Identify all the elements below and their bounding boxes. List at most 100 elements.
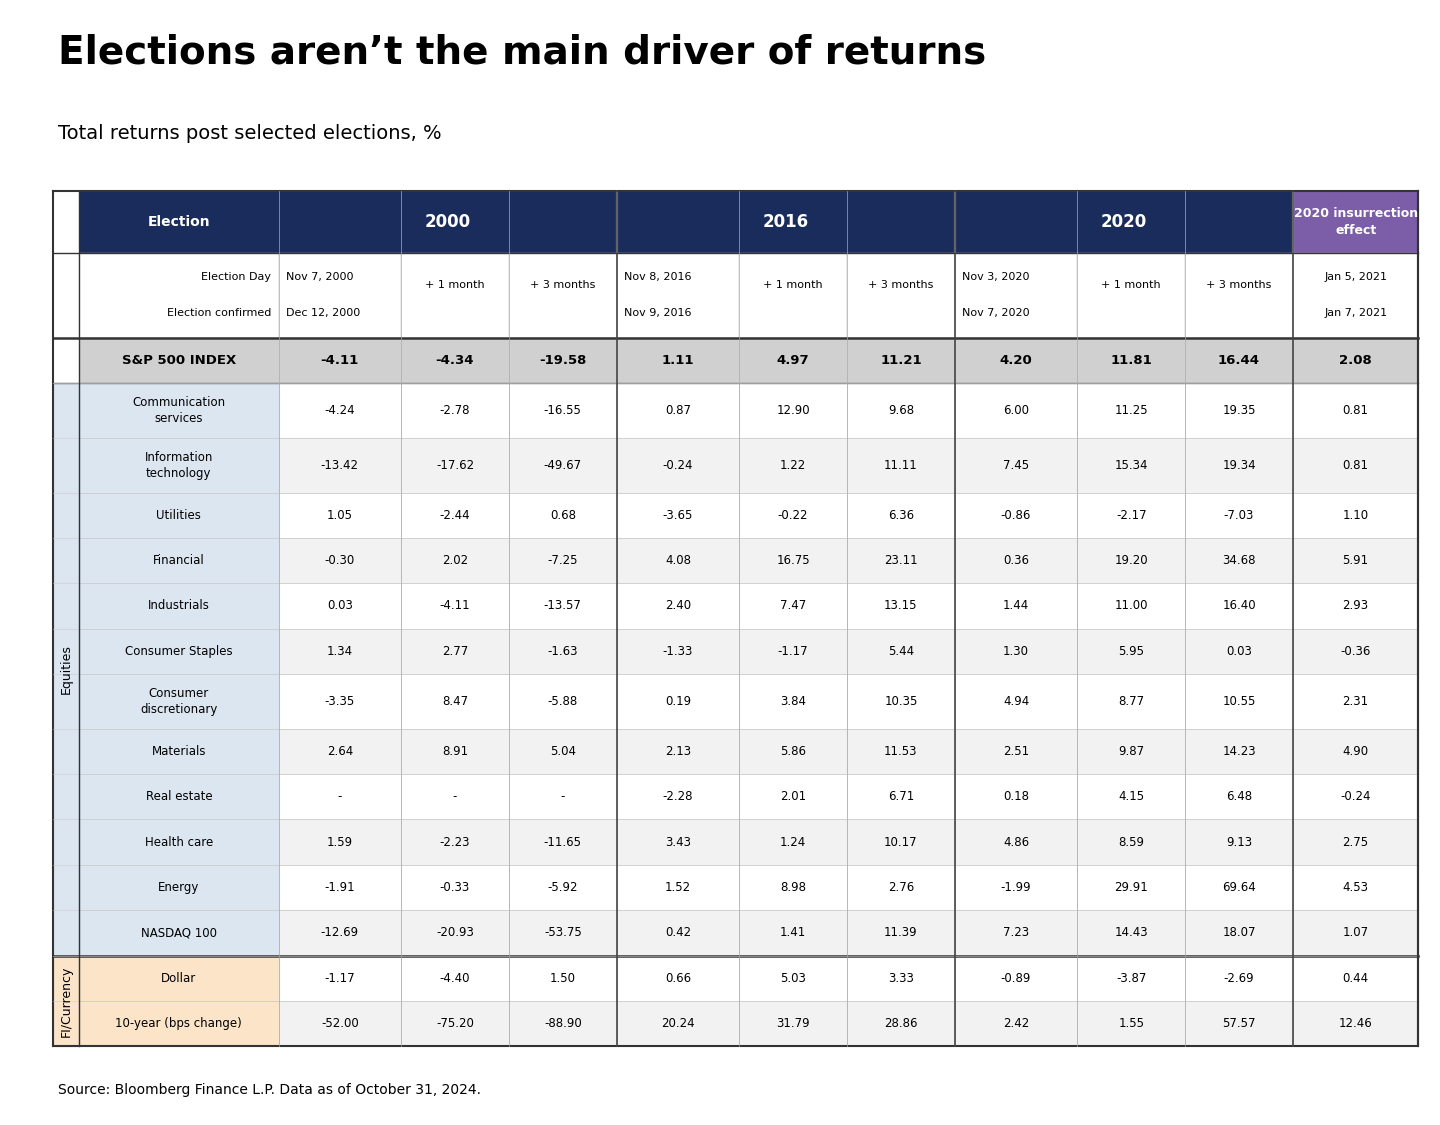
Text: -20.93: -20.93 <box>436 926 474 939</box>
Text: 7.47: 7.47 <box>780 600 806 612</box>
Text: 4.94: 4.94 <box>1002 695 1030 708</box>
Text: -2.17: -2.17 <box>1116 508 1146 522</box>
Bar <box>1077 674 1185 729</box>
Text: -1.91: -1.91 <box>324 881 356 894</box>
Bar <box>1293 674 1418 729</box>
Text: Election confirmed: Election confirmed <box>167 308 271 318</box>
Point <box>213 276 230 289</box>
Point <box>1174 934 1191 947</box>
Text: 7.45: 7.45 <box>1004 459 1030 471</box>
Text: Dollar: Dollar <box>161 972 196 984</box>
Bar <box>1185 629 1293 674</box>
Text: 0.19: 0.19 <box>665 695 691 708</box>
Point <box>233 276 251 289</box>
Bar <box>402 629 508 674</box>
Bar <box>739 493 847 538</box>
Text: Materials: Materials <box>151 745 206 758</box>
Bar <box>1185 729 1293 774</box>
Bar <box>79 1001 278 1046</box>
Bar <box>847 382 955 438</box>
Text: 0.68: 0.68 <box>550 508 576 522</box>
Text: 2.01: 2.01 <box>780 791 806 803</box>
Bar <box>1293 253 1418 338</box>
Text: -0.24: -0.24 <box>1341 791 1371 803</box>
Point <box>387 276 405 289</box>
Text: 34.68: 34.68 <box>1223 555 1256 567</box>
Bar <box>739 1001 847 1046</box>
Bar <box>278 253 402 338</box>
Text: 11.53: 11.53 <box>884 745 917 758</box>
Text: -3.87: -3.87 <box>1116 972 1146 984</box>
Bar <box>1185 955 1293 1001</box>
Text: -3.35: -3.35 <box>324 695 354 708</box>
Text: 2.75: 2.75 <box>1342 836 1368 848</box>
Text: -5.88: -5.88 <box>547 695 577 708</box>
Text: 16.44: 16.44 <box>1218 353 1260 367</box>
Bar <box>278 674 402 729</box>
Bar <box>739 538 847 583</box>
Point <box>828 276 845 289</box>
Bar <box>955 191 1293 253</box>
Bar <box>402 865 508 910</box>
Text: 11.81: 11.81 <box>1110 353 1152 367</box>
Text: 1.11: 1.11 <box>661 353 694 367</box>
Text: -1.17: -1.17 <box>324 972 356 984</box>
Point <box>744 934 762 947</box>
Bar <box>739 583 847 629</box>
Text: 4.97: 4.97 <box>776 353 809 367</box>
Bar <box>739 865 847 910</box>
Text: 29.91: 29.91 <box>1115 881 1148 894</box>
Bar <box>508 955 616 1001</box>
Text: 31.79: 31.79 <box>776 1017 809 1030</box>
Text: 10.17: 10.17 <box>884 836 917 848</box>
Text: + 3 months: + 3 months <box>530 280 596 290</box>
Bar <box>616 253 739 338</box>
Bar <box>1185 493 1293 538</box>
Text: Equities: Equities <box>59 645 73 694</box>
Point <box>1270 276 1287 289</box>
Text: -3.65: -3.65 <box>662 508 693 522</box>
Text: 2.08: 2.08 <box>1339 353 1372 367</box>
Bar <box>402 382 508 438</box>
Bar <box>739 438 847 493</box>
Bar <box>1077 438 1185 493</box>
Text: 5.95: 5.95 <box>1119 645 1145 658</box>
Bar <box>402 438 508 493</box>
Bar <box>616 629 739 674</box>
Point <box>1090 934 1107 947</box>
Point <box>387 934 405 947</box>
Text: 4.86: 4.86 <box>1004 836 1030 848</box>
Text: 1.22: 1.22 <box>780 459 806 471</box>
Bar <box>1293 865 1418 910</box>
Text: 10.35: 10.35 <box>884 695 917 708</box>
Text: -1.63: -1.63 <box>547 645 577 658</box>
Bar <box>1077 910 1185 955</box>
Bar <box>1293 338 1418 383</box>
Text: -12.69: -12.69 <box>321 926 359 939</box>
Text: 12.90: 12.90 <box>776 404 809 416</box>
Bar <box>955 253 1077 338</box>
Text: 14.43: 14.43 <box>1115 926 1148 939</box>
Bar <box>1185 1001 1293 1046</box>
Bar <box>278 583 402 629</box>
Bar <box>79 819 278 865</box>
Bar <box>278 538 402 583</box>
Text: 1.55: 1.55 <box>1119 1017 1145 1030</box>
Text: 2.64: 2.64 <box>327 745 353 758</box>
Bar <box>1185 674 1293 729</box>
Bar <box>79 729 278 774</box>
Text: Nov 9, 2016: Nov 9, 2016 <box>624 308 691 318</box>
Bar <box>1185 865 1293 910</box>
Bar <box>739 253 847 338</box>
Bar <box>402 1001 508 1046</box>
Bar <box>616 955 739 1001</box>
Point <box>233 934 251 947</box>
Bar <box>739 910 847 955</box>
Bar <box>955 1001 1077 1046</box>
Bar <box>616 729 739 774</box>
Bar <box>1185 253 1293 338</box>
Bar <box>402 729 508 774</box>
Text: 6.48: 6.48 <box>1225 791 1251 803</box>
Text: Consumer Staples: Consumer Staples <box>125 645 233 658</box>
Text: Energy: Energy <box>158 881 200 894</box>
